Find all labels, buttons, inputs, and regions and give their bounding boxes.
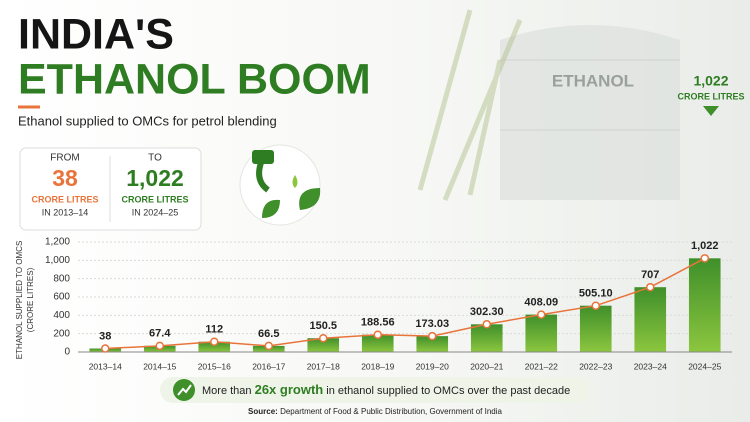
growth-icon-line [177, 384, 192, 396]
trend-point [591, 301, 600, 310]
data-label: 505.10 [579, 288, 613, 300]
tank-label: ETHANOL [552, 71, 634, 90]
x-tick-label: 2013–14 [89, 361, 122, 371]
footer-part: 26x growth [255, 382, 324, 397]
y-axis-label: (CRORE LITRES) [26, 267, 35, 332]
bar [307, 338, 340, 352]
x-tick-label: 2023–24 [634, 361, 667, 371]
footer-part: in ethanol supplied to OMCs over the pas… [323, 385, 570, 397]
x-tick-label: 2016–17 [252, 361, 285, 371]
bar [361, 334, 394, 352]
bar [525, 314, 558, 352]
to-value: 1,022 [126, 165, 184, 191]
source: Source: Department of Food & Public Dist… [248, 407, 502, 416]
callout-arrow [703, 106, 719, 116]
trend-line [105, 257, 706, 350]
x-tick-label: 2018–19 [361, 361, 394, 371]
to-unit: CRORE LITRES [121, 194, 188, 204]
x-tick-label: 2019–20 [416, 361, 449, 371]
trend-point [700, 254, 709, 263]
y-tick-label: 400 [53, 310, 70, 321]
data-label: 188.56 [361, 317, 395, 329]
data-label: 112 [205, 324, 223, 336]
bar [634, 287, 667, 352]
footer-text: More than 26x growth in ethanol supplied… [202, 382, 570, 397]
trend-point [101, 344, 110, 353]
source-label: Source: [248, 407, 278, 416]
y-tick-label: 800 [53, 273, 70, 284]
fuel-icon [239, 144, 321, 226]
trend-point [210, 337, 219, 346]
x-tick-label: 2017–18 [307, 361, 340, 371]
trend-point [155, 341, 164, 351]
y-axis-label: ETHANOL SUPPLIED TO OMCS [15, 241, 24, 360]
trend-point [428, 331, 437, 341]
bar [470, 324, 503, 352]
trend-point [482, 320, 491, 329]
data-label: 173.03 [415, 318, 449, 330]
y-tick-label: 1,000 [45, 255, 70, 266]
to-year: IN 2024–25 [132, 207, 179, 217]
bar [688, 258, 721, 352]
y-tick-label: 600 [53, 292, 70, 303]
data-label: 150.5 [309, 320, 337, 332]
data-label: 302.30 [470, 306, 504, 318]
data-label: 66.5 [258, 328, 279, 340]
plot: 0 200 400 600 800 1,000 1,200 2013–14 2014–15 201… [45, 237, 732, 371]
x-tick-label: 2015–16 [198, 361, 231, 371]
y-tick-label: 200 [53, 328, 70, 339]
trend-point [537, 310, 546, 319]
cane-decoration [417, 9, 523, 201]
x-tick-label: 2024–25 [688, 361, 721, 371]
data-label: 707 [641, 269, 659, 281]
callout-value: 1,022 [693, 73, 728, 89]
bar [579, 305, 612, 352]
from-label: FROM [50, 153, 79, 164]
title-line1: INDIA'S [18, 10, 174, 58]
data-label: 1,022 [691, 240, 719, 252]
tank-decoration [500, 25, 680, 200]
trend-point [319, 333, 328, 343]
subtitle: Ethanol supplied to OMCs for petrol blen… [18, 113, 277, 128]
bar [198, 341, 231, 352]
x-tick-label: 2022–23 [579, 361, 612, 371]
data-label: 38 [99, 330, 111, 342]
to-label: TO [148, 153, 162, 164]
x-tick-label: 2021–22 [525, 361, 558, 371]
y-tick-label: 1,200 [45, 237, 70, 248]
data-label: 408.09 [524, 296, 558, 308]
y-tick-label: 0 [64, 347, 70, 358]
trend-point [373, 330, 382, 339]
callout-unit: CRORE LITRES [677, 91, 744, 101]
footer-part: More than [202, 385, 255, 397]
source-text: Department of Food & Public Distribution… [280, 407, 502, 416]
x-tick-label: 2020–21 [470, 361, 503, 371]
trend-point [646, 282, 655, 292]
trend-point [264, 341, 273, 351]
x-tick-label: 2014–15 [143, 361, 176, 371]
bar [416, 336, 449, 352]
footer-pill [160, 377, 590, 403]
from-value: 38 [52, 165, 78, 191]
title-line2: ETHANOL BOOM [18, 55, 371, 103]
data-label: 67.4 [149, 328, 171, 340]
from-unit: CRORE LITRES [31, 194, 98, 204]
from-year: IN 2013–14 [42, 207, 89, 217]
